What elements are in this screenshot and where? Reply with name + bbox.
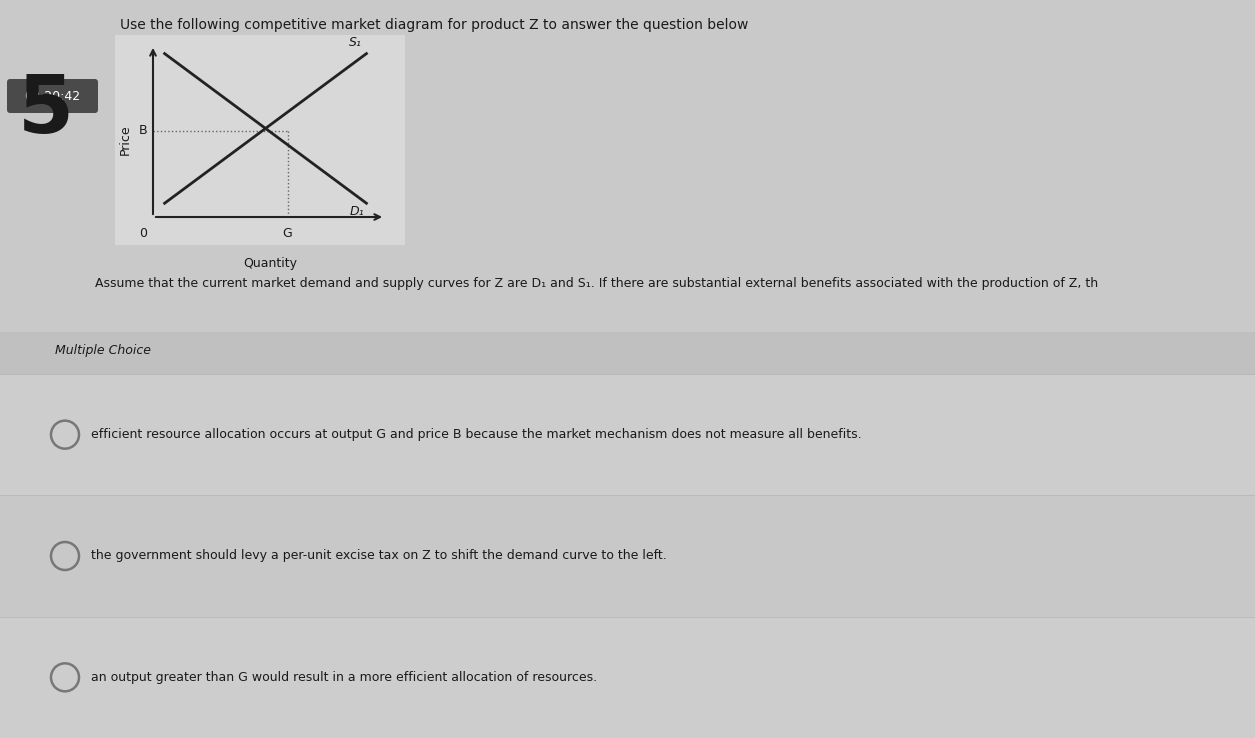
Text: Assume that the current market demand and supply curves for Z are D₁ and S₁. If : Assume that the current market demand an… (95, 277, 1098, 290)
Bar (0, 617, 1255, 738)
Text: Price: Price (118, 125, 132, 155)
Text: G: G (282, 227, 292, 240)
FancyBboxPatch shape (8, 79, 98, 113)
Text: the government should levy a per-unit excise tax on Z to shift the demand curve : the government should levy a per-unit ex… (92, 550, 666, 562)
Text: Use the following competitive market diagram for product Z to answer the questio: Use the following competitive market dia… (120, 18, 748, 32)
Text: an output greater than G would result in a more efficient allocation of resource: an output greater than G would result in… (92, 671, 597, 684)
Text: B: B (138, 125, 147, 137)
Text: Quantity: Quantity (243, 257, 297, 270)
Bar (0, 495, 1255, 617)
Text: 5: 5 (18, 72, 74, 150)
Text: 0: 0 (139, 227, 147, 240)
Bar (0, 332, 1255, 738)
Bar (115, 35, 405, 245)
Bar (0, 374, 1255, 495)
Text: S₁: S₁ (349, 35, 361, 49)
Text: 00:20:42: 00:20:42 (24, 89, 80, 103)
Text: Multiple Choice: Multiple Choice (55, 344, 151, 357)
Text: D₁: D₁ (350, 205, 364, 218)
Text: efficient resource allocation occurs at output G and price B because the market : efficient resource allocation occurs at … (92, 428, 862, 441)
